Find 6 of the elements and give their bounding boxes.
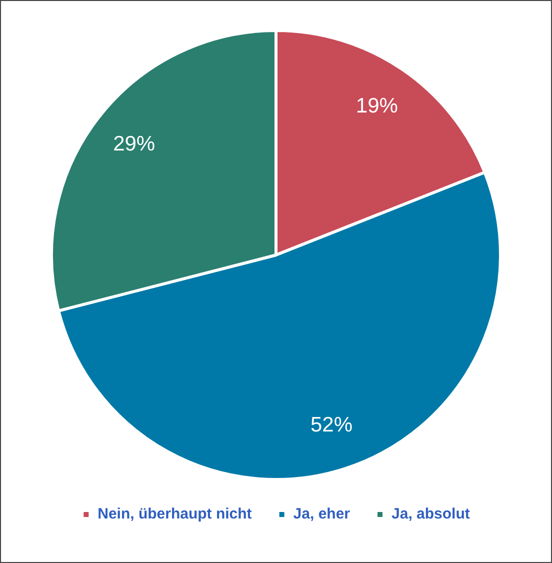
data-label: 29% [113, 132, 156, 156]
legend-label: Ja, absolut [392, 506, 470, 523]
legend-label: Ja, eher [293, 506, 350, 523]
legend-label: Nein, überhaupt nicht [98, 506, 252, 523]
data-label: 19% [356, 94, 398, 118]
data-label: 52% [310, 414, 353, 437]
